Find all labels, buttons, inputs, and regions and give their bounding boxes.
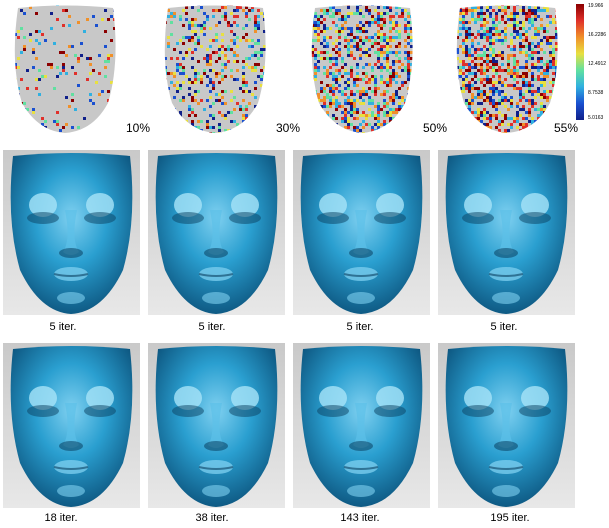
iter-label-r3-2: 38 iter. [195, 512, 229, 524]
iter-label-r2-3: 5 iter. [346, 321, 374, 333]
face-render-r2-1 [3, 150, 140, 315]
noise-percent-3: 50% [423, 121, 448, 135]
noise-face-1 [14, 5, 116, 133]
face-render-r2-4 [438, 150, 575, 315]
noise-percent-4: 55% [554, 121, 579, 135]
noise-percent-1: 10% [126, 121, 151, 135]
noise-percent-2: 30% [276, 121, 301, 135]
iter-label-r2-4: 5 iter. [490, 321, 518, 333]
face-render-r3-1 [3, 343, 140, 508]
noise-panel-3: 50% [305, 3, 448, 135]
colorbar-label-2: 16.2286 [588, 32, 607, 38]
face-render-r3-4 [438, 343, 575, 508]
colorbar-label-1: 19.966 [588, 3, 604, 9]
colorbar-label-4: 8.7538 [588, 90, 604, 96]
noise-panel-2: 30% [158, 3, 301, 135]
noise-face-4 [456, 5, 558, 133]
iter-label-r3-1: 18 iter. [44, 512, 78, 524]
face-render-r2-3 [293, 150, 430, 315]
iter-label-r2-1: 5 iter. [49, 321, 77, 333]
face-render-r3-2 [148, 343, 285, 508]
noise-panel-1: 10% [8, 3, 151, 135]
iter-label-r2-2: 5 iter. [198, 321, 226, 333]
noise-panel-4: 55% [450, 3, 590, 135]
color-scale-bar [576, 4, 584, 120]
face-render-r3-3 [293, 343, 430, 508]
iter-label-r3-3: 143 iter. [340, 512, 380, 524]
colorbar-label-5: 5.0163 [588, 115, 604, 121]
face-render-r2-2 [148, 150, 285, 315]
iter-label-r3-4: 195 iter. [490, 512, 530, 524]
colorbar-label-3: 12.4912 [588, 61, 607, 67]
noise-face-2 [164, 5, 266, 133]
noise-face-3 [311, 5, 413, 133]
